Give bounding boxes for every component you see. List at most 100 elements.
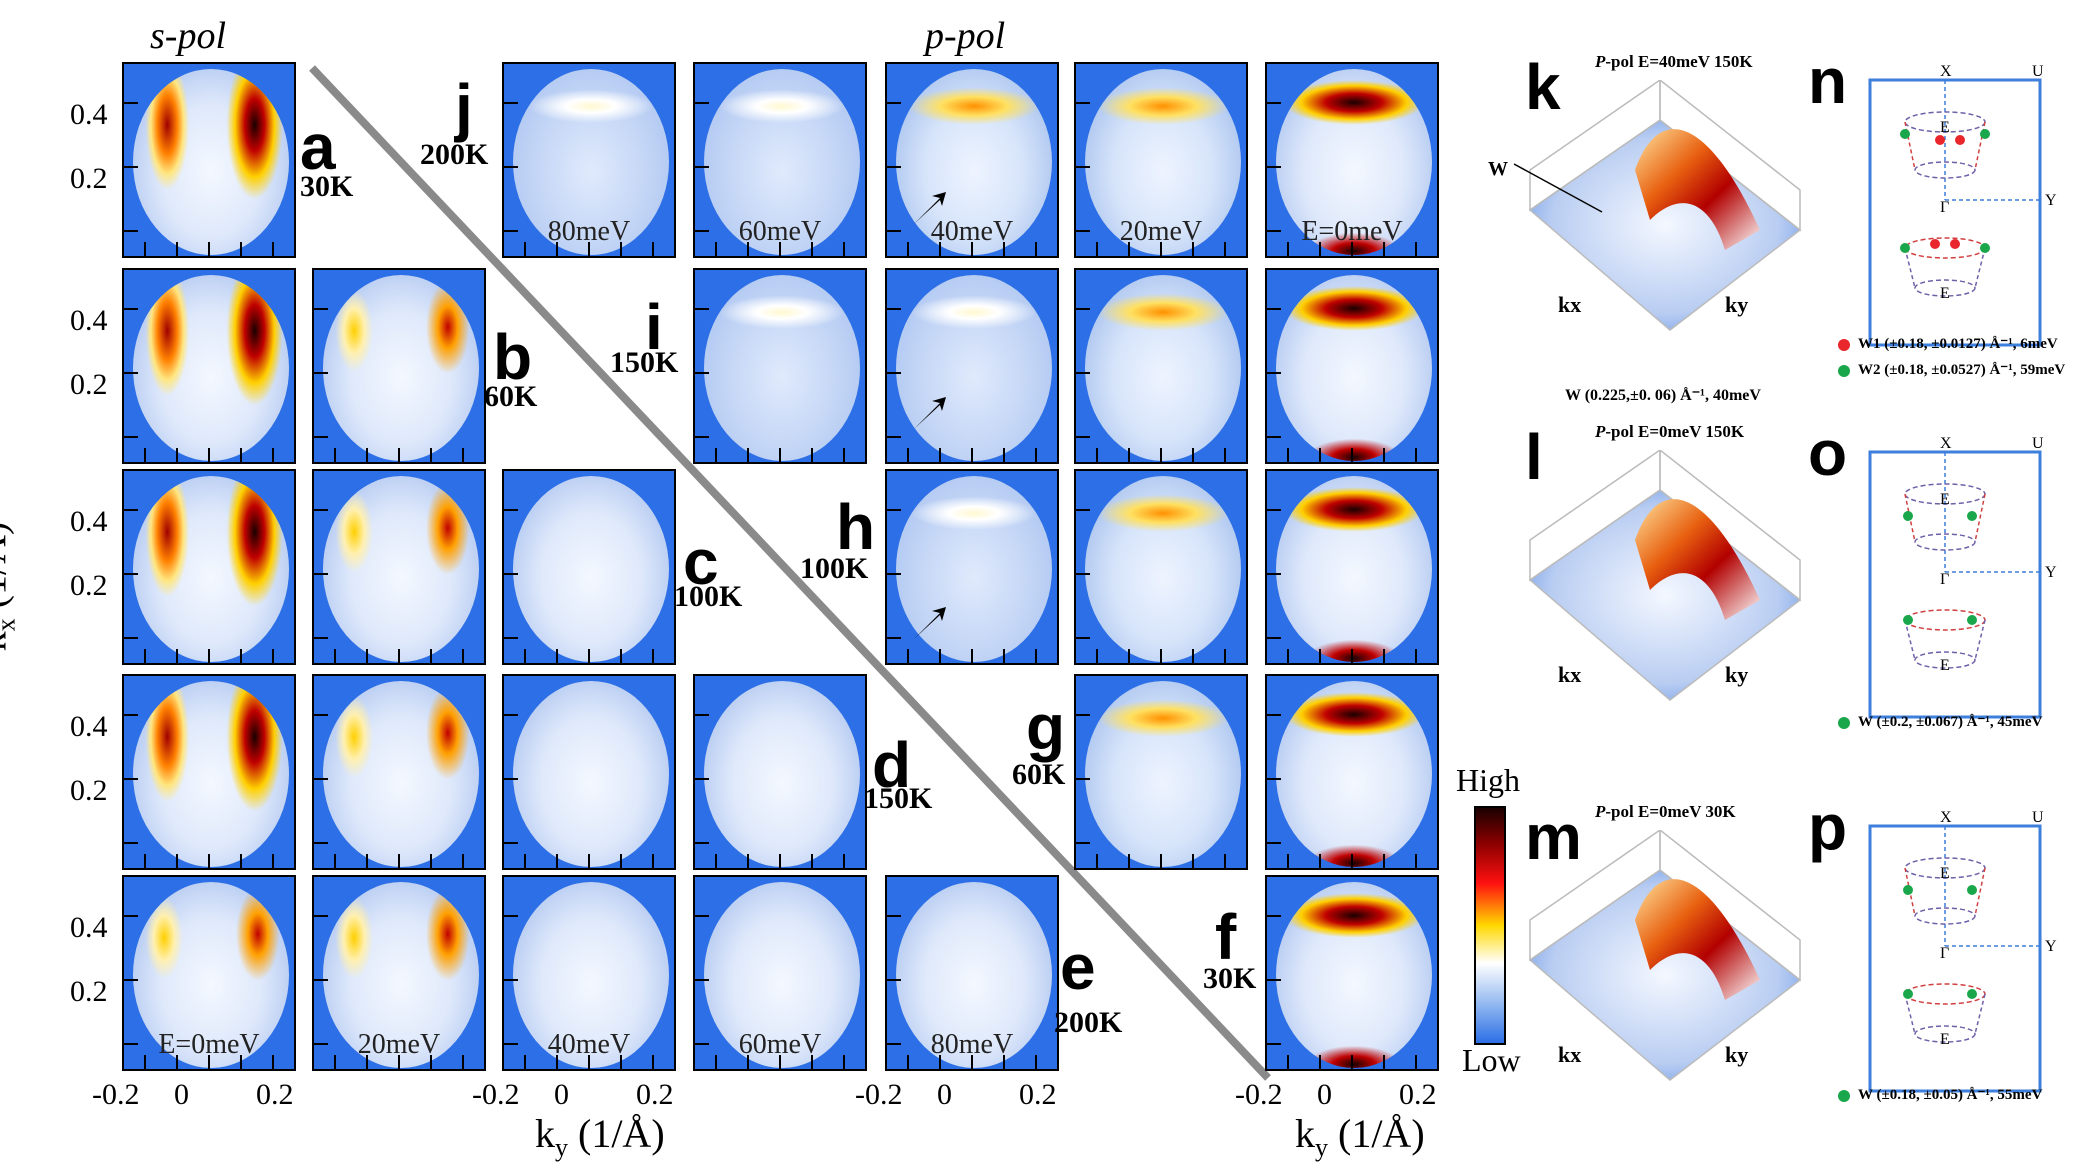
energy-label: 60meV [738,216,822,247]
tick-mark [398,1055,400,1069]
tick-mark [1287,1055,1289,1069]
tick-mark [1383,854,1385,868]
tick-mark [939,242,941,256]
tick-mark [430,854,432,868]
bz-diagram: X U E Γ Y E [1868,435,2057,719]
ky-tick-label: -0.2 [855,1078,903,1111]
tick-mark [779,448,781,462]
ky-tick-label: 0 [174,1078,189,1111]
tick-mark [695,372,709,374]
tick-mark [971,649,973,663]
tick-mark [504,509,518,511]
left-ticks [695,270,711,462]
tick-mark [907,1055,909,1069]
left-ticks [124,471,140,663]
ky-tick-label: 0.2 [256,1078,294,1111]
tick-mark [334,448,336,462]
left-ticks [1076,64,1092,256]
tick-mark [1267,714,1281,716]
tick-mark [1351,448,1353,462]
ky-tick-label: -0.2 [472,1078,520,1111]
legend-dot [1838,1089,1850,1102]
tick-mark [1224,242,1226,256]
surface-ky-label: ky [1725,292,1748,317]
tick-mark [652,1055,654,1069]
surface-plot: kx ky [1528,830,1802,1081]
surface-title-rest: -pol E=40meV 150K [1605,52,1753,71]
left-ticks [504,471,520,663]
fermi-disc [896,69,1052,255]
tick-mark [1003,242,1005,256]
ky-axis-unit: (1/Å) [568,1111,665,1156]
panel-letter-l: l [1525,421,1543,493]
tick-mark [695,714,709,716]
tick-mark [747,242,749,256]
surface-title: P-pol E=0meV 150K [1595,422,1744,442]
tick-mark [588,1055,590,1069]
tick-mark [504,842,518,844]
tick-mark [1076,714,1090,716]
left-ticks [695,877,711,1069]
tick-mark [504,915,518,917]
tick-mark [887,1043,901,1045]
bottom-ticks [124,852,294,868]
bz-point-label: X [1940,809,1952,826]
panel-letter-a: a [300,111,336,183]
tick-mark [1160,242,1162,256]
ky-tick-label: 0.2 [636,1078,674,1111]
tick-mark [314,372,328,374]
tick-mark [314,637,328,639]
tick-mark [334,1055,336,1069]
tick-mark [1003,649,1005,663]
p-pol-panel-0-1: 60meV [693,62,867,258]
tick-mark [272,854,274,868]
bz-point-label: Y [2045,192,2057,209]
tick-mark [124,637,138,639]
tick-mark [939,448,941,462]
tick-mark [176,649,178,663]
kx-tick-label: 0.4 [70,911,108,944]
tick-mark [240,649,242,663]
arrow-marker [914,397,946,429]
annotation-arrow [1513,163,1603,213]
tick-mark [314,436,328,438]
tick-mark [620,854,622,868]
tick-mark [144,448,146,462]
tick-mark [695,436,709,438]
tick-mark [1035,448,1037,462]
tick-mark [1319,242,1321,256]
tick-mark [124,979,138,981]
p-pol-panel-4-4 [1265,875,1439,1071]
tick-mark [1096,448,1098,462]
tick-mark [366,649,368,663]
panel-letter-i: i [645,291,663,363]
legend-text: W (±0.2, ±0.067) Å⁻¹, 45meV [1858,714,2043,730]
bottom-ticks [124,1053,294,1069]
s-pol-panel-3-1 [312,674,486,870]
bz-point-label: E [1940,119,1950,136]
tick-mark [334,649,336,663]
p-pol-panel-1-2 [885,268,1059,464]
tick-mark [1267,230,1281,232]
tick-mark [1319,448,1321,462]
surface-kx-label: kx [1558,1042,1581,1067]
p-pol-panel-0-4: E=0meV [1265,62,1439,258]
tick-mark [334,854,336,868]
bz-point-label: E [1940,865,1950,882]
bz-point-label: E [1940,491,1950,508]
tick-mark [1267,308,1281,310]
panel-letter-h: h [836,491,876,563]
tick-mark [695,166,709,168]
fermi-disc [133,275,289,461]
colorbar [1474,806,1506,1045]
bz-point-label: Γ [1940,571,1949,588]
tick-mark [124,573,138,575]
left-ticks [1267,471,1283,663]
tick-mark [366,854,368,868]
tick-mark [1096,854,1098,868]
ky-tick-label: 0 [554,1078,569,1111]
tick-mark [366,1055,368,1069]
tick-mark [747,854,749,868]
tick-mark [1076,436,1090,438]
s-pol-panel-3-3 [693,674,867,870]
